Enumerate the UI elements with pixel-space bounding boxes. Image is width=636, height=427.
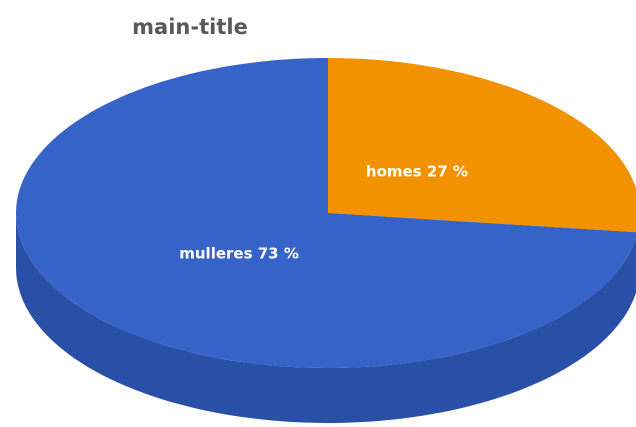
slice-side	[16, 213, 636, 423]
data-label: mulleres 73 %	[179, 245, 299, 263]
data-label: homes 27 %	[366, 162, 468, 180]
slice	[328, 58, 636, 233]
slice	[16, 58, 636, 368]
chart-title: main-title	[132, 15, 248, 39]
